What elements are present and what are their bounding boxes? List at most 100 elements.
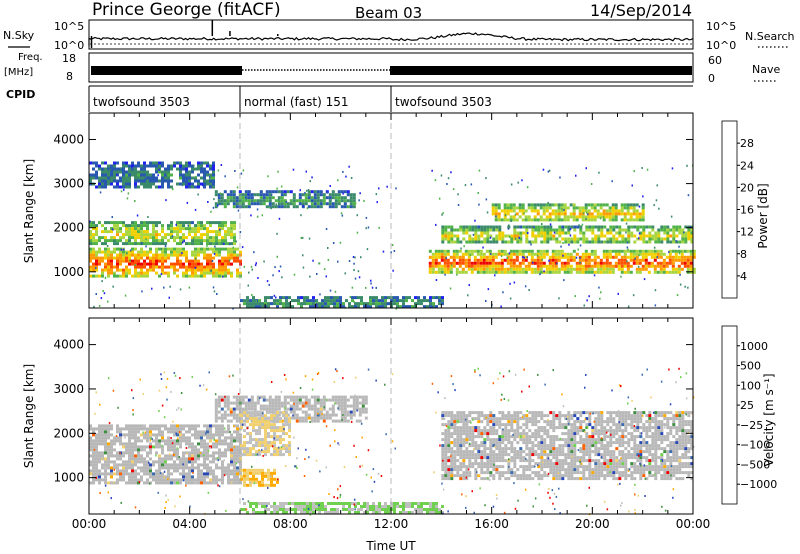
- echo-cell: [599, 270, 603, 274]
- echo-cell: [528, 447, 532, 451]
- echo-cell: [533, 203, 537, 207]
- echo-cell: [223, 410, 227, 414]
- echo-cell: [450, 423, 454, 427]
- echo-cell: [158, 427, 161, 431]
- echo-cell: [542, 203, 546, 207]
- echo-cell: [194, 179, 197, 183]
- echo-cell: [352, 407, 356, 411]
- echo-cell: [309, 299, 312, 303]
- echo-cell: [599, 212, 603, 216]
- echo-cell: [456, 417, 460, 421]
- echo-cell: [95, 253, 98, 257]
- echo-cell: [587, 270, 591, 274]
- echo-cell: [110, 253, 113, 257]
- echo-cell: [654, 234, 658, 238]
- echo-cell: [131, 457, 134, 461]
- echo-cell: [666, 234, 670, 238]
- echo-cell: [197, 442, 200, 446]
- echo-cell: [539, 267, 543, 271]
- echo-cell: [441, 474, 445, 478]
- echo-cell: [611, 212, 615, 216]
- echo-cell: [570, 429, 574, 433]
- echo-cell: [506, 252, 510, 256]
- echo-cell: [432, 302, 435, 306]
- echo-cell: [444, 414, 448, 418]
- echo-cell: [476, 270, 480, 274]
- echo-speck: [337, 260, 339, 263]
- echo-cell: [498, 225, 502, 229]
- echo-speck: [166, 173, 168, 176]
- echo-cell: [116, 161, 119, 165]
- echo-cell: [581, 267, 585, 271]
- echo-cell: [89, 442, 92, 446]
- echo-cell: [161, 239, 164, 243]
- echo-cell: [179, 430, 182, 434]
- echo-cell: [206, 475, 209, 479]
- echo-cell: [455, 255, 459, 259]
- echo-cell: [495, 441, 499, 445]
- echo-speck: [122, 248, 125, 251]
- echo-cell: [651, 237, 655, 241]
- echo-cell: [262, 202, 266, 206]
- echo-cell: [188, 224, 191, 228]
- echo-speck: [620, 275, 622, 278]
- echo-cell: [250, 395, 254, 399]
- echo-cell: [104, 433, 107, 437]
- echo-cell: [261, 305, 264, 309]
- echo-cell: [128, 430, 131, 434]
- echo-cell: [522, 474, 526, 478]
- echo-cell: [170, 427, 173, 431]
- echo-cell: [104, 430, 107, 434]
- echo-cell: [635, 203, 639, 207]
- echo-cell: [543, 228, 547, 232]
- echo-cell: [188, 173, 191, 177]
- echo-cell: [543, 237, 547, 241]
- echo-cell: [492, 240, 496, 244]
- echo-cell: [564, 423, 568, 427]
- echo-cell: [140, 221, 143, 225]
- echo-cell: [462, 456, 466, 460]
- echo-cell: [570, 453, 574, 457]
- echo-cell: [122, 463, 125, 467]
- echo-cell: [131, 262, 134, 266]
- echo-cell: [119, 436, 122, 440]
- echo-cell: [194, 274, 197, 278]
- echo-cell: [521, 258, 525, 262]
- echo-cell: [173, 253, 176, 257]
- echo-cell: [441, 299, 444, 303]
- echo-cell: [638, 252, 642, 256]
- echo-cell: [543, 432, 547, 436]
- echo-cell: [179, 239, 182, 243]
- echo-cell: [549, 411, 553, 415]
- echo-cell: [519, 447, 523, 451]
- echo-cell: [518, 261, 522, 265]
- echo-cell: [304, 395, 308, 399]
- echo-cell: [325, 202, 329, 206]
- echo-speck: [438, 197, 441, 200]
- echo-cell: [569, 258, 573, 262]
- echo-cell: [134, 227, 137, 231]
- echo-speck: [243, 265, 246, 268]
- echo-cell: [507, 462, 511, 466]
- echo-cell: [471, 438, 475, 442]
- echo-cell: [597, 240, 601, 244]
- echo-cell: [155, 239, 158, 243]
- echo-speck: [256, 215, 259, 218]
- echo-cell: [173, 262, 176, 266]
- echo-cell: [456, 228, 460, 232]
- echo-cell: [155, 167, 158, 171]
- echo-cell: [146, 185, 149, 189]
- echo-cell: [489, 417, 493, 421]
- echo-cell: [572, 249, 576, 253]
- echo-cell: [155, 221, 158, 225]
- echo-cell: [149, 250, 152, 254]
- echo-cell: [551, 249, 555, 253]
- echo-cell: [140, 233, 143, 237]
- echo-cell: [510, 420, 514, 424]
- echo-speck: [509, 297, 512, 300]
- echo-cell: [635, 261, 639, 265]
- echo-speck: [593, 274, 596, 277]
- echo-cell: [534, 462, 538, 466]
- echo-cell: [233, 460, 236, 464]
- echo-cell: [194, 176, 197, 180]
